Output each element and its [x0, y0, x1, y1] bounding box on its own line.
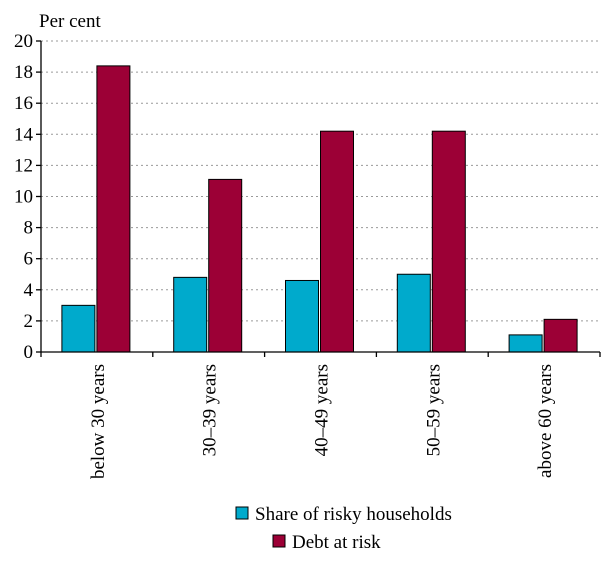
bars	[61, 65, 578, 353]
bar-share-of-risky-households	[285, 279, 319, 353]
y-tick-labels: 0 2 4 6 8 10 12 14 16 18 20	[14, 31, 34, 363]
y-unit-label: Per cent	[39, 11, 101, 32]
legend-label: Share of risky households	[255, 504, 452, 525]
x-category-label: above 60 years	[535, 364, 556, 478]
gridlines	[41, 40, 600, 322]
y-tick-label: 16	[14, 93, 33, 114]
y-tick-label: 14	[14, 124, 34, 145]
bar-share-of-risky-households	[61, 304, 96, 353]
bar-debt-at-risk	[543, 318, 578, 353]
y-tick-label: 2	[24, 311, 34, 332]
y-tick-label: 20	[14, 31, 33, 52]
y-tick-label: 8	[24, 218, 34, 239]
legend-swatch	[272, 534, 286, 548]
bar-share-of-risky-households	[396, 273, 431, 353]
x-category-label: below 30 years	[88, 364, 109, 479]
y-tick-label: 12	[14, 155, 33, 176]
bar-debt-at-risk	[208, 178, 243, 353]
x-category-labels: below 30 years 30–39 years 40–49 years 50–5…	[88, 364, 556, 479]
y-tick-label: 0	[24, 342, 34, 363]
y-tick-label: 18	[14, 62, 33, 83]
y-tick-label: 6	[24, 249, 34, 270]
bar-debt-at-risk	[320, 130, 354, 353]
x-category-label: 40–49 years	[312, 364, 333, 456]
axes	[36, 40, 601, 357]
bar-debt-at-risk	[96, 65, 131, 353]
legend: Share of risky households Debt at risk	[235, 504, 452, 553]
bar-debt-at-risk	[431, 130, 466, 353]
legend-label: Debt at risk	[292, 532, 381, 553]
y-tick-label: 4	[24, 280, 34, 301]
bar-share-of-risky-households	[508, 334, 543, 353]
bar-share-of-risky-households	[173, 276, 208, 353]
x-category-label: 50–59 years	[423, 364, 444, 456]
legend-swatch	[235, 506, 249, 520]
y-tick-label: 10	[14, 187, 33, 208]
x-category-label: 30–39 years	[200, 364, 221, 456]
